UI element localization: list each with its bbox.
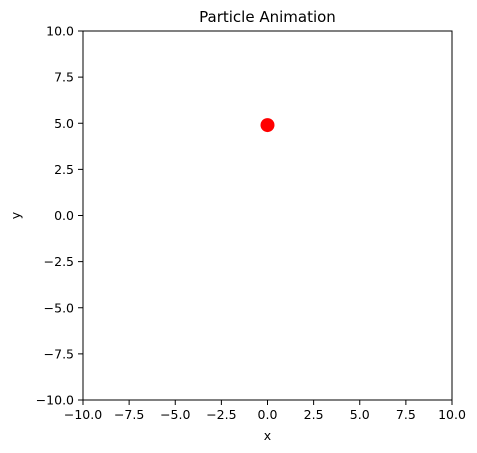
- y-tick-label: 5.0: [54, 116, 74, 131]
- x-tick-label: −2.5: [206, 407, 236, 422]
- y-tick-label: 2.5: [54, 162, 74, 177]
- x-axis-label: x: [264, 428, 271, 443]
- y-tick-label: 0.0: [54, 208, 74, 223]
- x-tick-label: 0.0: [258, 407, 278, 422]
- x-tick-label: 2.5: [304, 407, 324, 422]
- x-axis: −10.0 −7.5 −5.0 −2.5 0.0 2.5 5.0 7.5 10.0: [64, 400, 466, 422]
- x-tick-label: 5.0: [350, 407, 370, 422]
- chart-title: Particle Animation: [199, 8, 336, 26]
- y-tick-label: −2.5: [44, 254, 74, 269]
- data-points: [260, 118, 275, 133]
- y-tick-label: −5.0: [44, 300, 74, 315]
- y-tick-label: 7.5: [54, 70, 74, 85]
- particle-point: [260, 118, 275, 133]
- y-axis: −10.0 −7.5 −5.0 −2.5 0.0 2.5 5.0 7.5 10.0: [36, 24, 83, 408]
- plot-frame: [82, 30, 453, 401]
- x-tick-label: −7.5: [114, 407, 144, 422]
- x-tick-label: 10.0: [438, 407, 466, 422]
- y-tick-label: −10.0: [36, 393, 74, 408]
- x-tick-label: −10.0: [64, 407, 102, 422]
- x-tick-label: −5.0: [160, 407, 190, 422]
- y-axis-label: y: [8, 211, 23, 219]
- y-tick-label: 10.0: [46, 24, 74, 39]
- x-tick-label: 7.5: [396, 407, 416, 422]
- y-tick-label: −7.5: [44, 346, 74, 361]
